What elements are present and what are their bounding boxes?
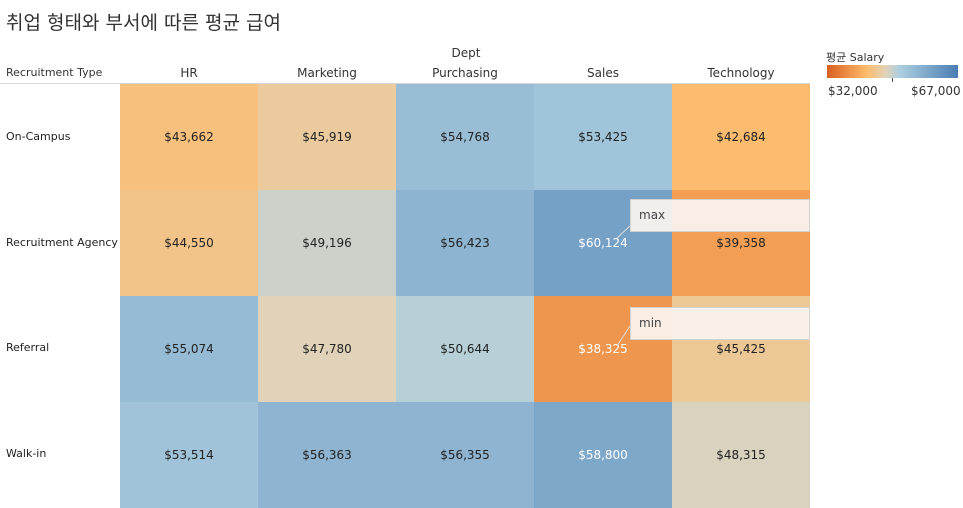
row-header-referral[interactable]: Referral	[6, 341, 50, 354]
column-header-hr[interactable]: HR	[180, 66, 198, 80]
legend-max-label: $67,000	[911, 84, 961, 98]
heatmap-cell-recruitment-agency-purchasing[interactable]: $56,423	[396, 190, 534, 296]
annotation-min[interactable]: min	[630, 307, 810, 340]
cell-value-label: $50,644	[440, 342, 490, 356]
row-header-on-campus[interactable]: On-Campus	[6, 130, 71, 143]
column-header-sales[interactable]: Sales	[587, 66, 619, 80]
cell-value-label: $60,124	[578, 236, 628, 250]
legend-color-ramp	[827, 65, 958, 78]
heatmap-cell-walk-in-purchasing[interactable]: $56,355	[396, 402, 534, 508]
cell-value-label: $56,355	[440, 448, 490, 462]
heatmap-cell-referral-marketing[interactable]: $47,780	[258, 296, 396, 402]
column-field-label: Dept	[451, 46, 481, 60]
heatmap-cell-walk-in-technology[interactable]: $48,315	[672, 402, 810, 508]
cell-value-label: $44,550	[164, 236, 214, 250]
cell-value-label: $39,358	[716, 236, 766, 250]
row-header-walk-in[interactable]: Walk-in	[6, 447, 47, 460]
column-header-technology[interactable]: Technology	[707, 66, 775, 80]
cell-value-label: $48,315	[716, 448, 766, 462]
cell-value-label: $55,074	[164, 342, 214, 356]
row-header-recruitment-agency[interactable]: Recruitment Agency	[6, 236, 118, 249]
annotation-max[interactable]: max	[630, 199, 810, 232]
cell-value-label: $53,514	[164, 448, 214, 462]
heatmap-cell-referral-hr[interactable]: $55,074	[120, 296, 258, 402]
chart-title: 취업 형태와 부서에 따른 평균 급여	[6, 12, 281, 34]
cell-value-label: $38,325	[578, 342, 628, 356]
legend-title: 평균 Salary	[826, 51, 885, 64]
heatmap-cell-on-campus-technology[interactable]: $42,684	[672, 84, 810, 190]
heatmap-cell-on-campus-purchasing[interactable]: $54,768	[396, 84, 534, 190]
cell-value-label: $42,684	[716, 130, 766, 144]
heatmap-cell-walk-in-sales[interactable]: $58,800	[534, 402, 672, 508]
heatmap-cell-walk-in-hr[interactable]: $53,514	[120, 402, 258, 508]
column-header-marketing[interactable]: Marketing	[297, 66, 357, 80]
legend-min-label: $32,000	[828, 84, 878, 98]
heatmap-cell-on-campus-hr[interactable]: $43,662	[120, 84, 258, 190]
cell-value-label: $56,423	[440, 236, 490, 250]
heatmap-cell-walk-in-marketing[interactable]: $56,363	[258, 402, 396, 508]
heatmap-cell-on-campus-sales[interactable]: $53,425	[534, 84, 672, 190]
cell-value-label: $53,425	[578, 130, 628, 144]
heatmap-cell-recruitment-agency-marketing[interactable]: $49,196	[258, 190, 396, 296]
cell-value-label: $49,196	[302, 236, 352, 250]
cell-value-label: $45,425	[716, 342, 766, 356]
cell-value-label: $43,662	[164, 130, 214, 144]
row-field-label: Recruitment Type	[6, 66, 103, 79]
cell-value-label: $45,919	[302, 130, 352, 144]
heatmap-cell-recruitment-agency-hr[interactable]: $44,550	[120, 190, 258, 296]
cell-value-label: $54,768	[440, 130, 490, 144]
heatmap-cell-on-campus-marketing[interactable]: $45,919	[258, 84, 396, 190]
annotation-max-leader	[616, 225, 631, 239]
column-header-purchasing[interactable]: Purchasing	[432, 66, 498, 80]
header-divider	[0, 83, 810, 84]
cell-value-label: $58,800	[578, 448, 628, 462]
cell-value-label: $47,780	[302, 342, 352, 356]
heatmap-cell-referral-purchasing[interactable]: $50,644	[396, 296, 534, 402]
annotation-min-leader	[616, 325, 631, 347]
legend-midpoint-tick	[892, 78, 893, 82]
cell-value-label: $56,363	[302, 448, 352, 462]
